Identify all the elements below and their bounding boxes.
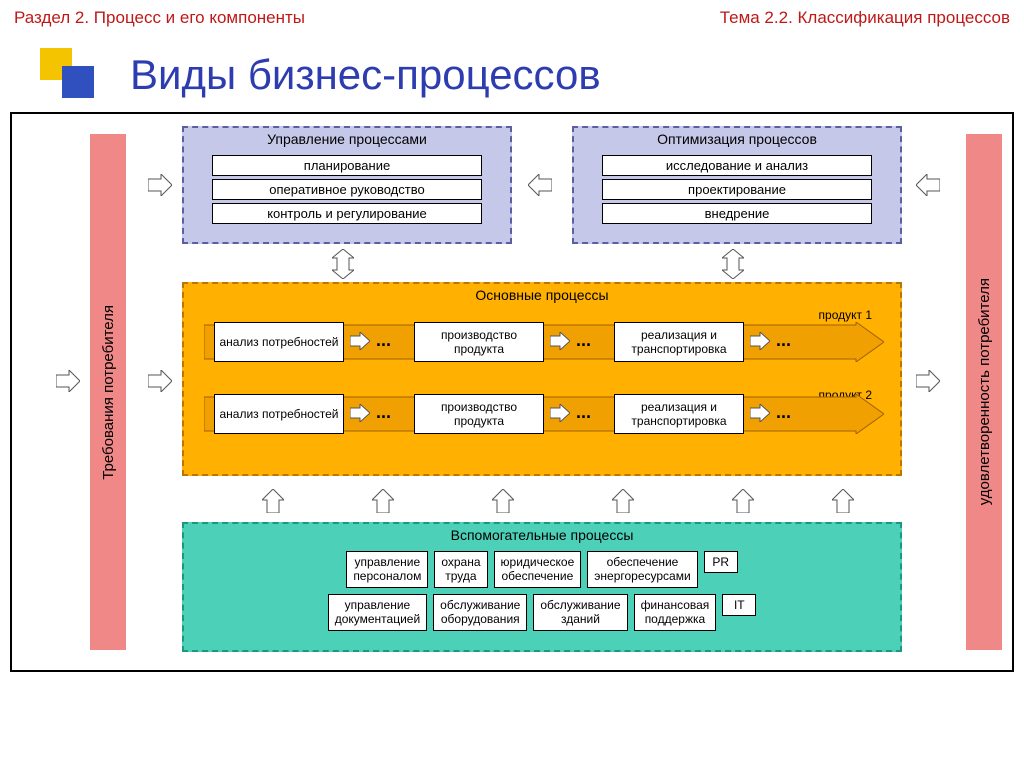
chain-step: производство продукта <box>414 394 544 434</box>
management-box: Управление процессами планирование опера… <box>182 126 512 244</box>
chain-arrow-icon <box>350 332 370 350</box>
optimization-item: проектирование <box>602 179 872 200</box>
chain-arrow-icon <box>550 404 570 422</box>
aux-item: управлениедокументацией <box>328 594 427 631</box>
ellipsis: ... <box>576 402 591 423</box>
flow-arrow-icon <box>722 249 744 279</box>
aux-rows: управлениеперсоналомохранатрудаюридическ… <box>184 548 900 640</box>
management-item: оперативное руководство <box>212 179 482 200</box>
title-row: Виды бизнес-процессов <box>0 28 1024 112</box>
ellipsis: ... <box>776 402 791 423</box>
chain-arrow-icon <box>550 332 570 350</box>
aux-item: обеспечениеэнергоресурсами <box>587 551 697 588</box>
flow-arrow-icon <box>332 249 354 279</box>
flow-arrow-icon <box>372 489 394 513</box>
topic-label: Тема 2.2. Классификация процессов <box>720 8 1010 28</box>
ellipsis: ... <box>576 330 591 351</box>
requirements-bar: Требования потребителя <box>90 134 126 650</box>
flow-arrow-icon <box>148 174 172 196</box>
requirements-label: Требования потребителя <box>100 305 117 480</box>
flow-arrow-icon <box>916 174 940 196</box>
chain-arrow-icon <box>750 332 770 350</box>
flow-arrow-icon <box>148 370 172 392</box>
aux-title: Вспомогательные процессы <box>184 524 900 548</box>
slide-header: Раздел 2. Процесс и его компоненты Тема … <box>0 0 1024 28</box>
ellipsis: ... <box>376 402 391 423</box>
optimization-item: внедрение <box>602 203 872 224</box>
aux-processes-box: Вспомогательные процессы управлениеперсо… <box>182 522 902 652</box>
flow-arrow-icon <box>56 370 80 392</box>
chain-step: реализация и транспортировка <box>614 322 744 362</box>
aux-item: управлениеперсоналом <box>346 551 428 588</box>
diagram: Требования потребителя удовлетворенность… <box>10 112 1014 672</box>
satisfaction-label: удовлетворенность потребителя <box>976 278 993 505</box>
aux-item: юридическоеобеспечение <box>494 551 582 588</box>
chain-row-1: анализ потребностей... производство проду… <box>204 314 880 368</box>
chain-step: производство продукта <box>414 322 544 362</box>
chain-row-2: анализ потребностей... производство проду… <box>204 386 880 440</box>
chain-arrow-icon <box>750 404 770 422</box>
flow-arrow-icon <box>916 370 940 392</box>
flow-arrow-icon <box>832 489 854 513</box>
satisfaction-bar: удовлетворенность потребителя <box>966 134 1002 650</box>
optimization-title: Оптимизация процессов <box>574 128 900 152</box>
chain-step: анализ потребностей <box>214 394 344 434</box>
slide-title: Виды бизнес-процессов <box>130 51 601 99</box>
main-processes-box: Основные процессы продукт 1 анализ потре… <box>182 282 902 476</box>
aux-item: обслуживаниеоборудования <box>433 594 527 631</box>
ellipsis: ... <box>376 330 391 351</box>
chain-step: анализ потребностей <box>214 322 344 362</box>
management-item: контроль и регулирование <box>212 203 482 224</box>
chain-step: реализация и транспортировка <box>614 394 744 434</box>
aux-item: охранатруда <box>434 551 487 588</box>
management-title: Управление процессами <box>184 128 510 152</box>
chain-arrow-icon <box>350 404 370 422</box>
flow-arrow-icon <box>732 489 754 513</box>
management-item: планирование <box>212 155 482 176</box>
aux-item: PR <box>704 551 738 573</box>
main-title: Основные процессы <box>184 284 900 308</box>
section-label: Раздел 2. Процесс и его компоненты <box>14 8 305 28</box>
flow-arrow-icon <box>262 489 284 513</box>
flow-arrow-icon <box>528 174 552 196</box>
logo-icon <box>40 48 100 102</box>
flow-arrow-icon <box>612 489 634 513</box>
aux-item: финансоваяподдержка <box>634 594 717 631</box>
ellipsis: ... <box>776 330 791 351</box>
aux-item: обслуживаниезданий <box>533 594 627 631</box>
optimization-box: Оптимизация процессов исследование и ана… <box>572 126 902 244</box>
aux-item: IT <box>722 594 756 616</box>
flow-arrow-icon <box>492 489 514 513</box>
optimization-item: исследование и анализ <box>602 155 872 176</box>
